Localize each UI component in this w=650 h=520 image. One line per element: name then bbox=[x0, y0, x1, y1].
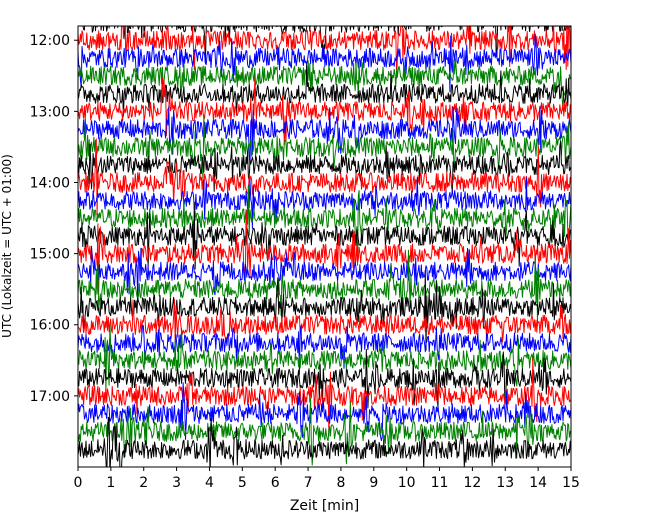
trace-21 bbox=[78, 357, 571, 437]
trace-20 bbox=[78, 349, 571, 409]
x-tick-label: 13 bbox=[496, 475, 514, 491]
trace-7 bbox=[78, 114, 571, 185]
trace-9 bbox=[78, 138, 571, 216]
x-tick-label: 8 bbox=[336, 475, 345, 491]
x-axis-label: Zeit [min] bbox=[290, 498, 359, 514]
y-tick-label: 17:00 bbox=[30, 389, 70, 405]
x-tick-label: 2 bbox=[139, 475, 148, 491]
trace-6 bbox=[78, 105, 571, 165]
trace-10 bbox=[78, 176, 571, 229]
x-tick-label: 0 bbox=[74, 475, 83, 491]
trace-2 bbox=[78, 33, 571, 93]
trace-0 bbox=[79, 26, 571, 64]
y-axis: 12:00 13:00 14:00 15:00 16:00 17:00 bbox=[30, 33, 78, 405]
trace-17 bbox=[78, 298, 571, 343]
seismic-traces bbox=[78, 26, 571, 467]
trace-4 bbox=[78, 64, 571, 117]
y-tick-label: 16:00 bbox=[30, 318, 70, 334]
trace-5 bbox=[78, 77, 571, 146]
x-tick-label: 9 bbox=[369, 475, 378, 491]
trace-3 bbox=[78, 58, 571, 111]
trace-23 bbox=[78, 398, 571, 466]
trace-22 bbox=[78, 382, 571, 442]
x-tick-label: 12 bbox=[463, 475, 481, 491]
x-tick-label: 10 bbox=[398, 475, 416, 491]
x-tick-label: 4 bbox=[205, 475, 214, 491]
x-tick-label: 7 bbox=[304, 475, 313, 491]
x-tick-label: 14 bbox=[529, 475, 547, 491]
y-tick-label: 13:00 bbox=[30, 104, 70, 120]
trace-14 bbox=[78, 245, 571, 300]
trace-16 bbox=[78, 270, 571, 351]
plot-frame bbox=[77, 25, 572, 468]
trace-24 bbox=[78, 416, 571, 467]
x-axis: 0 1 2 3 4 5 6 7 8 9 10 11 12 13 14 15 bbox=[74, 467, 580, 491]
trace-12 bbox=[78, 201, 571, 270]
x-tick-label: 6 bbox=[271, 475, 280, 491]
trace-1 bbox=[78, 26, 571, 79]
x-tick-label: 1 bbox=[106, 475, 115, 491]
y-tick-label: 12:00 bbox=[30, 33, 70, 49]
x-tick-label: 5 bbox=[238, 475, 247, 491]
x-tick-label: 11 bbox=[431, 475, 449, 491]
trace-19 bbox=[78, 322, 571, 393]
trace-15 bbox=[78, 249, 571, 326]
trace-13 bbox=[78, 209, 571, 294]
x-tick-label: 15 bbox=[562, 475, 580, 491]
trace-8 bbox=[78, 140, 571, 193]
x-tick-label: 3 bbox=[172, 475, 181, 491]
y-tick-label: 15:00 bbox=[30, 247, 70, 263]
y-tick-label: 14:00 bbox=[30, 175, 70, 191]
trace-18 bbox=[78, 324, 571, 375]
y-axis-label: UTC (Lokalzeit = UTC + 01:00) bbox=[0, 154, 14, 338]
trace-11 bbox=[78, 185, 571, 266]
